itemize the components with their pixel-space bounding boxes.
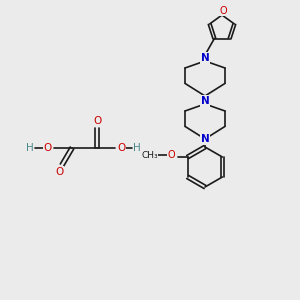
Text: N: N	[201, 134, 209, 144]
Text: O: O	[44, 143, 52, 153]
Text: O: O	[168, 150, 176, 160]
Text: O: O	[93, 116, 101, 126]
Text: O: O	[219, 6, 227, 16]
Text: H: H	[133, 143, 141, 153]
Text: N: N	[201, 96, 209, 106]
Text: N: N	[201, 53, 209, 63]
Text: O: O	[55, 167, 63, 177]
Text: CH₃: CH₃	[141, 151, 158, 160]
Text: H: H	[26, 143, 34, 153]
Text: O: O	[117, 143, 125, 153]
